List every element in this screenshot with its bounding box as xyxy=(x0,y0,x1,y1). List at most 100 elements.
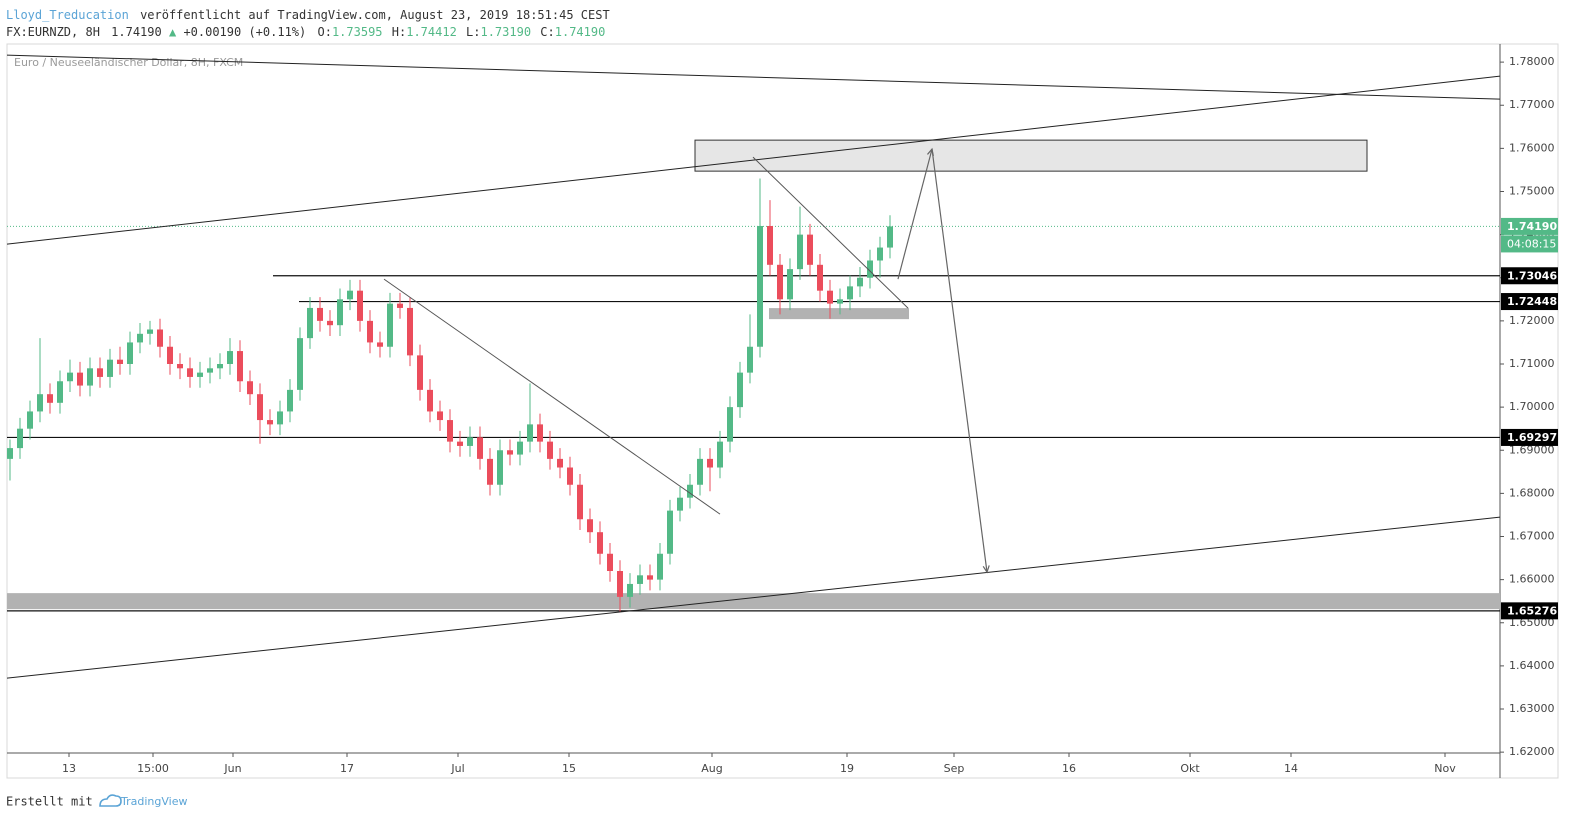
candle-body xyxy=(827,290,833,304)
zone xyxy=(694,139,1368,172)
candle-body xyxy=(477,437,483,459)
candle-body xyxy=(687,484,693,498)
x-tick-label: Jun xyxy=(223,762,241,775)
candle-body xyxy=(107,359,113,377)
symbol: FX:EURNZD, 8H xyxy=(6,25,100,39)
last-price-label: 1.74190 xyxy=(1507,220,1557,233)
candle-body xyxy=(97,368,103,377)
arrow-head xyxy=(927,147,934,157)
candle-body xyxy=(227,351,233,364)
candle-body xyxy=(667,510,673,554)
candle-body xyxy=(177,363,183,369)
candle-body xyxy=(117,359,123,364)
candle-body xyxy=(7,448,13,459)
plot-area xyxy=(7,54,1500,679)
candle-body xyxy=(657,553,663,580)
candle-body xyxy=(307,307,313,339)
brand-logo xyxy=(99,794,122,807)
trendline xyxy=(7,75,1500,245)
candle-body xyxy=(847,286,853,300)
level-label-box xyxy=(1501,293,1558,311)
x-tick-label: Nov xyxy=(1434,762,1456,775)
candle-body xyxy=(697,458,703,485)
candle-body xyxy=(577,484,583,520)
candle-body xyxy=(627,583,633,597)
y-tick-label: 1.64000 xyxy=(1509,659,1555,672)
y-tick-label: 1.78000 xyxy=(1509,55,1555,68)
candle-body xyxy=(37,394,43,412)
candle-body xyxy=(447,420,453,442)
candle-body xyxy=(767,225,773,265)
candle-body xyxy=(407,307,413,356)
candle-body xyxy=(277,411,283,425)
candle-body xyxy=(297,338,303,390)
ohlc-label: H: xyxy=(392,25,406,39)
candle-body xyxy=(837,299,843,304)
x-tick-label: 17 xyxy=(340,762,354,775)
candle-body xyxy=(347,290,353,300)
candle-body xyxy=(637,575,643,584)
candle-body xyxy=(57,381,63,403)
author-link[interactable]: Lloyd_Treducation xyxy=(6,8,129,22)
y-tick-label: 1.76000 xyxy=(1509,141,1555,154)
projection-arrow xyxy=(897,148,988,573)
candle-body xyxy=(597,532,603,554)
candle-body xyxy=(237,351,243,382)
candle-body xyxy=(207,368,213,373)
ohlc-value: 1.73190 xyxy=(480,25,531,39)
candle-body xyxy=(187,368,193,377)
candle-body xyxy=(647,575,653,580)
candle-body xyxy=(787,269,793,300)
published-info: veröffentlicht auf TradingView.com, Augu… xyxy=(140,8,610,22)
candle-body xyxy=(167,346,173,364)
candle-body xyxy=(127,342,133,364)
brand-link[interactable]: TradingView xyxy=(120,795,187,808)
y-tick-label: 1.63000 xyxy=(1509,702,1555,715)
y-tick-label: 1.62000 xyxy=(1509,745,1555,758)
candle-body xyxy=(367,320,373,343)
y-tick-label: 1.68000 xyxy=(1509,486,1555,499)
x-tick-label: 15:00 xyxy=(137,762,169,775)
candle-body xyxy=(147,329,153,334)
chart-frame xyxy=(6,43,1559,779)
y-tick-label: 1.66000 xyxy=(1509,573,1555,586)
level-label-box xyxy=(1501,428,1558,446)
candle-body xyxy=(287,389,293,412)
zone xyxy=(7,593,1500,610)
candle-body xyxy=(757,225,763,347)
level-label: 1.73046 xyxy=(1507,269,1557,282)
candle-body xyxy=(817,264,823,291)
candle-body xyxy=(887,226,893,248)
candle-body xyxy=(497,450,503,485)
countdown: 04:08:15 xyxy=(1507,237,1556,250)
candle-body xyxy=(387,303,393,347)
candle-body xyxy=(737,372,743,408)
candle-body xyxy=(17,428,23,449)
candle-body xyxy=(547,441,553,459)
candle-body xyxy=(517,441,523,455)
level-label: 1.69297 xyxy=(1507,431,1557,444)
candle-body xyxy=(317,307,323,321)
candle-body xyxy=(337,299,343,326)
x-tick-label: Aug xyxy=(701,762,722,775)
candle-body xyxy=(557,458,563,468)
candle-body xyxy=(87,368,93,386)
zone xyxy=(769,308,909,320)
candle-body xyxy=(797,234,803,270)
candle-body xyxy=(327,320,333,326)
candle-body xyxy=(877,247,883,261)
ohlc-value: 1.74412 xyxy=(406,25,457,39)
y-tick-label: 1.69000 xyxy=(1509,443,1555,456)
ohlc-label: L: xyxy=(466,25,480,39)
candle-body xyxy=(677,497,683,511)
x-tick-label: Sep xyxy=(944,762,965,775)
candle-body xyxy=(257,394,263,421)
level-label: 1.65276 xyxy=(1507,604,1557,617)
y-tick-label: 1.70000 xyxy=(1509,400,1555,413)
ohlc-value: 1.74190 xyxy=(555,25,606,39)
candle-body xyxy=(47,394,53,403)
footer-text: Erstellt mit xyxy=(6,795,93,809)
candle-body xyxy=(157,329,163,347)
